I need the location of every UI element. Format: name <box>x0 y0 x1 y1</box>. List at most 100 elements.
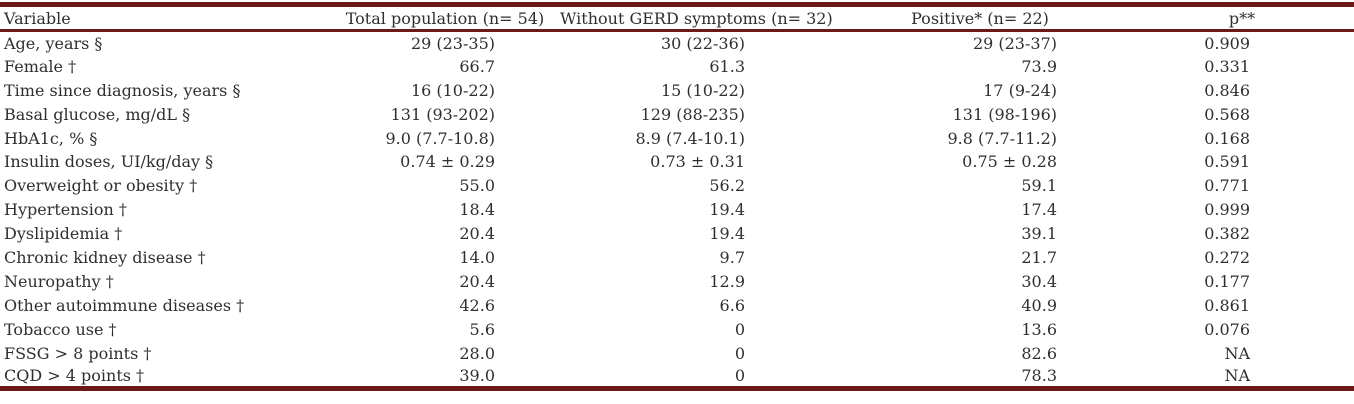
table-row: Basal glucose, mg/dL § 131 (93-202) 129 … <box>0 102 1354 126</box>
cell-p-value: 0.272 <box>1204 247 1250 267</box>
row-label: Other autoimmune diseases † <box>4 295 245 315</box>
row-label: HbA1c, % § <box>4 128 98 148</box>
row-label: Dyslipidemia † <box>4 224 123 244</box>
table-row: Neuropathy † 20.4 12.9 30.4 0.177 <box>0 269 1354 293</box>
row-label: CQD > 4 points † <box>4 366 145 386</box>
cell-total: 9.0 (7.7-10.8) <box>385 128 496 148</box>
cell-positive: 9.8 (7.7-11.2) <box>947 128 1058 148</box>
cell-positive: 131 (98-196) <box>952 104 1057 124</box>
cell-p-value: 0.591 <box>1204 152 1250 172</box>
cell-total: 55.0 <box>459 176 495 196</box>
cell-p-value: 0.382 <box>1204 224 1250 244</box>
cell-total: 39.0 <box>459 366 495 386</box>
cell-positive: 39.1 <box>1021 224 1057 244</box>
table-container: Variable Total population (n= 54) Withou… <box>0 2 1354 392</box>
column-header-p-value: p** <box>1130 4 1354 32</box>
cell-positive: 0.75 ± 0.28 <box>962 152 1057 172</box>
column-header-total: Total population (n= 54) <box>330 4 560 32</box>
row-label: Tobacco use † <box>4 319 117 339</box>
cell-total: 20.4 <box>459 271 495 291</box>
cell-without-gerd: 12.9 <box>709 271 745 291</box>
cell-total: 14.0 <box>459 247 495 267</box>
table-row: Other autoimmune diseases † 42.6 6.6 40.… <box>0 293 1354 317</box>
cell-total: 16 (10-22) <box>410 80 495 100</box>
cell-p-value: 0.168 <box>1204 128 1250 148</box>
cell-without-gerd: 9.7 <box>719 247 745 267</box>
header-row: Variable Total population (n= 54) Withou… <box>0 4 1354 32</box>
row-label: Chronic kidney disease † <box>4 247 206 267</box>
cell-positive: 78.3 <box>1021 366 1057 386</box>
cell-p-value: 0.909 <box>1204 33 1250 53</box>
cell-p-value: 0.999 <box>1204 200 1250 220</box>
table-row: Chronic kidney disease † 14.0 9.7 21.7 0… <box>0 246 1354 270</box>
row-label: Basal glucose, mg/dL § <box>4 104 191 124</box>
cell-without-gerd: 129 (88-235) <box>640 104 745 124</box>
cell-positive: 17 (9-24) <box>983 80 1057 100</box>
cell-p-value: 0.771 <box>1204 176 1250 196</box>
row-label: Insulin doses, UI/kg/day § <box>4 152 214 172</box>
cell-p-value: NA <box>1224 366 1250 386</box>
cell-positive: 17.4 <box>1021 200 1057 220</box>
row-label: Overweight or obesity † <box>4 176 198 196</box>
cell-without-gerd: 0.73 ± 0.31 <box>650 152 745 172</box>
cell-total: 29 (23-35) <box>410 33 495 53</box>
cell-without-gerd: 61.3 <box>709 56 745 76</box>
row-label: Hypertension † <box>4 200 127 220</box>
cell-total: 66.7 <box>459 56 495 76</box>
cell-p-value: 0.076 <box>1204 319 1250 339</box>
cell-total: 131 (93-202) <box>390 104 495 124</box>
row-label: FSSG > 8 points † <box>4 343 152 363</box>
cell-positive: 13.6 <box>1021 319 1057 339</box>
table-row: Dyslipidemia † 20.4 19.4 39.1 0.382 <box>0 222 1354 246</box>
table-row: Time since diagnosis, years § 16 (10-22)… <box>0 78 1354 102</box>
cell-positive: 82.6 <box>1021 343 1057 363</box>
cell-total: 18.4 <box>459 200 495 220</box>
column-header-variable: Variable <box>0 4 330 32</box>
cell-total: 42.6 <box>459 295 495 315</box>
cell-without-gerd: 15 (10-22) <box>660 80 745 100</box>
table-row: Insulin doses, UI/kg/day § 0.74 ± 0.29 0… <box>0 150 1354 174</box>
cell-positive: 40.9 <box>1021 295 1057 315</box>
table-row: Age, years § 29 (23-35) 30 (22-36) 29 (2… <box>0 31 1354 55</box>
cell-positive: 30.4 <box>1021 271 1057 291</box>
cell-without-gerd: 8.9 (7.4-10.1) <box>635 128 746 148</box>
row-label: Neuropathy † <box>4 271 114 291</box>
table-row: HbA1c, % § 9.0 (7.7-10.8) 8.9 (7.4-10.1)… <box>0 126 1354 150</box>
cell-p-value: NA <box>1224 343 1250 363</box>
cell-total: 28.0 <box>459 343 495 363</box>
cell-without-gerd: 56.2 <box>709 176 745 196</box>
cell-total: 5.6 <box>469 319 495 339</box>
cell-without-gerd: 0 <box>734 319 745 339</box>
cell-p-value: 0.846 <box>1204 80 1250 100</box>
cell-p-value: 0.177 <box>1204 271 1250 291</box>
table-row: CQD > 4 points † 39.0 0 78.3 NA <box>0 365 1354 389</box>
table-row: Tobacco use † 5.6 0 13.6 0.076 <box>0 317 1354 341</box>
table-body: Age, years § 29 (23-35) 30 (22-36) 29 (2… <box>0 31 1354 389</box>
row-label: Female † <box>4 56 77 76</box>
cell-without-gerd: 30 (22-36) <box>660 33 745 53</box>
cell-without-gerd: 0 <box>734 366 745 386</box>
cell-positive: 73.9 <box>1021 56 1057 76</box>
table-row: FSSG > 8 points † 28.0 0 82.6 NA <box>0 341 1354 365</box>
row-label: Age, years § <box>4 33 103 53</box>
cell-total: 20.4 <box>459 224 495 244</box>
table-row: Female † 66.7 61.3 73.9 0.331 <box>0 54 1354 78</box>
results-table: Variable Total population (n= 54) Withou… <box>0 2 1354 392</box>
cell-without-gerd: 19.4 <box>709 224 745 244</box>
cell-without-gerd: 19.4 <box>709 200 745 220</box>
row-label: Time since diagnosis, years § <box>4 80 241 100</box>
column-header-without-gerd: Without GERD symptoms (n= 32) <box>560 4 833 32</box>
cell-without-gerd: 6.6 <box>719 295 745 315</box>
column-header-positive: Positive* (n= 22) <box>830 4 1130 32</box>
cell-without-gerd: 0 <box>734 343 745 363</box>
cell-positive: 21.7 <box>1021 247 1057 267</box>
cell-positive: 29 (23-37) <box>972 33 1057 53</box>
cell-p-value: 0.568 <box>1204 104 1250 124</box>
cell-total: 0.74 ± 0.29 <box>400 152 495 172</box>
table-row: Hypertension † 18.4 19.4 17.4 0.999 <box>0 198 1354 222</box>
cell-p-value: 0.861 <box>1204 295 1250 315</box>
cell-p-value: 0.331 <box>1204 56 1250 76</box>
table-header: Variable Total population (n= 54) Withou… <box>0 4 1354 32</box>
table-row: Overweight or obesity † 55.0 56.2 59.1 0… <box>0 174 1354 198</box>
cell-positive: 59.1 <box>1021 176 1057 196</box>
